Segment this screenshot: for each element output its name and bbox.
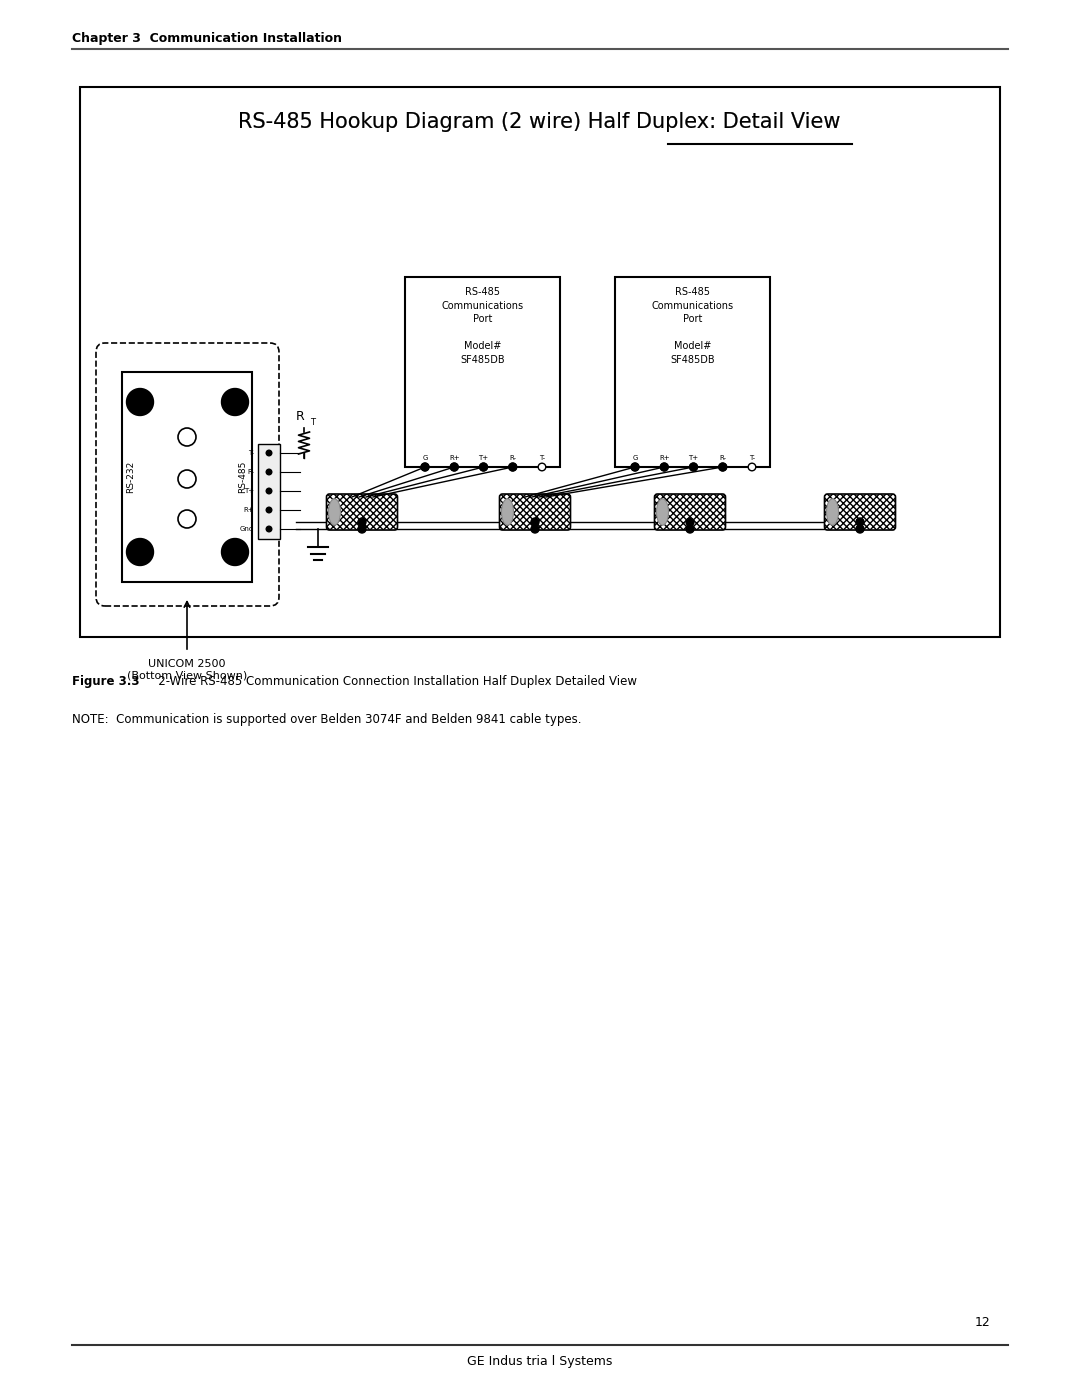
- Text: R+: R+: [449, 455, 460, 461]
- Circle shape: [718, 462, 727, 471]
- Text: R: R: [296, 409, 305, 423]
- Text: T-: T-: [248, 450, 254, 455]
- Text: T+: T+: [244, 488, 254, 495]
- Circle shape: [450, 464, 458, 471]
- Text: R-: R-: [510, 455, 516, 461]
- Circle shape: [631, 462, 639, 471]
- Text: 2-Wire RS-485 Communication Connection Installation Half Duplex Detailed View: 2-Wire RS-485 Communication Connection I…: [147, 675, 637, 687]
- Circle shape: [509, 464, 516, 471]
- Circle shape: [357, 525, 366, 534]
- Text: RS-485
Communications
Port

Model#
SF485DB: RS-485 Communications Port Model# SF485D…: [442, 286, 524, 365]
- Circle shape: [266, 488, 272, 493]
- Bar: [405, 277, 561, 467]
- Text: RS-485 Hookup Diagram (2 wire) Half Duplex: Detail View: RS-485 Hookup Diagram (2 wire) Half Dupl…: [238, 112, 840, 131]
- Text: T+: T+: [478, 455, 488, 461]
- Circle shape: [661, 464, 669, 471]
- Text: G: G: [422, 455, 428, 461]
- Circle shape: [450, 462, 458, 471]
- Ellipse shape: [501, 499, 513, 525]
- Circle shape: [221, 388, 248, 415]
- Text: Gnd: Gnd: [240, 527, 254, 532]
- Circle shape: [266, 450, 272, 455]
- Text: 12: 12: [974, 1316, 990, 1329]
- Text: Chapter 3  Communication Installation: Chapter 3 Communication Installation: [72, 32, 342, 45]
- Text: T: T: [310, 418, 315, 427]
- Circle shape: [748, 464, 756, 471]
- Ellipse shape: [328, 499, 340, 525]
- Bar: [80, 87, 1000, 637]
- Circle shape: [631, 464, 638, 471]
- Circle shape: [421, 462, 429, 471]
- Text: RS-485 Hookup Diagram (2 wire) Half Duplex: Detail View: RS-485 Hookup Diagram (2 wire) Half Dupl…: [238, 112, 840, 131]
- Circle shape: [126, 388, 153, 415]
- Text: T+: T+: [688, 455, 699, 461]
- FancyBboxPatch shape: [654, 495, 726, 529]
- Text: T-: T-: [748, 455, 755, 461]
- Text: G: G: [632, 455, 637, 461]
- Circle shape: [689, 462, 698, 471]
- Circle shape: [686, 518, 694, 527]
- Circle shape: [178, 469, 195, 488]
- Text: R+: R+: [243, 507, 254, 513]
- Text: UNICOM 2500
(Bottom View Shown): UNICOM 2500 (Bottom View Shown): [126, 659, 247, 680]
- Circle shape: [357, 518, 366, 527]
- Circle shape: [538, 464, 545, 471]
- Circle shape: [531, 518, 539, 527]
- Circle shape: [178, 510, 195, 528]
- Ellipse shape: [826, 499, 838, 525]
- Circle shape: [690, 464, 698, 471]
- Text: NOTE:  Communication is supported over Belden 3074F and Belden 9841 cable types.: NOTE: Communication is supported over Be…: [72, 712, 581, 726]
- Text: R+: R+: [659, 455, 670, 461]
- Circle shape: [480, 464, 487, 471]
- Text: Figure 3.3: Figure 3.3: [72, 675, 139, 687]
- Circle shape: [126, 538, 153, 566]
- Circle shape: [480, 462, 487, 471]
- Circle shape: [266, 469, 272, 475]
- FancyBboxPatch shape: [499, 495, 570, 529]
- Text: R-: R-: [247, 469, 254, 475]
- Text: RS-485 Hookup Diagram (2 wire) Half Duplex: Detail View: RS-485 Hookup Diagram (2 wire) Half Dupl…: [238, 112, 840, 131]
- Circle shape: [686, 525, 694, 534]
- Text: R-: R-: [719, 455, 726, 461]
- Circle shape: [266, 507, 272, 513]
- Text: RS-485
Communications
Port

Model#
SF485DB: RS-485 Communications Port Model# SF485D…: [651, 286, 733, 365]
- Text: T-: T-: [539, 455, 545, 461]
- Bar: [258, 444, 280, 539]
- Circle shape: [509, 462, 516, 471]
- Circle shape: [660, 462, 669, 471]
- Circle shape: [531, 525, 539, 534]
- Circle shape: [178, 427, 195, 446]
- FancyBboxPatch shape: [96, 344, 279, 606]
- Circle shape: [856, 518, 864, 527]
- Circle shape: [266, 527, 272, 532]
- FancyBboxPatch shape: [326, 495, 397, 529]
- Text: RS-232: RS-232: [126, 461, 135, 493]
- Circle shape: [856, 525, 864, 534]
- Bar: [615, 277, 770, 467]
- Circle shape: [719, 464, 727, 471]
- Text: RS-485: RS-485: [239, 461, 247, 493]
- Bar: [122, 372, 252, 583]
- Circle shape: [221, 538, 248, 566]
- Circle shape: [421, 464, 429, 471]
- Ellipse shape: [657, 499, 669, 525]
- Text: GE Indus tria l Systems: GE Indus tria l Systems: [468, 1355, 612, 1368]
- FancyBboxPatch shape: [824, 495, 895, 529]
